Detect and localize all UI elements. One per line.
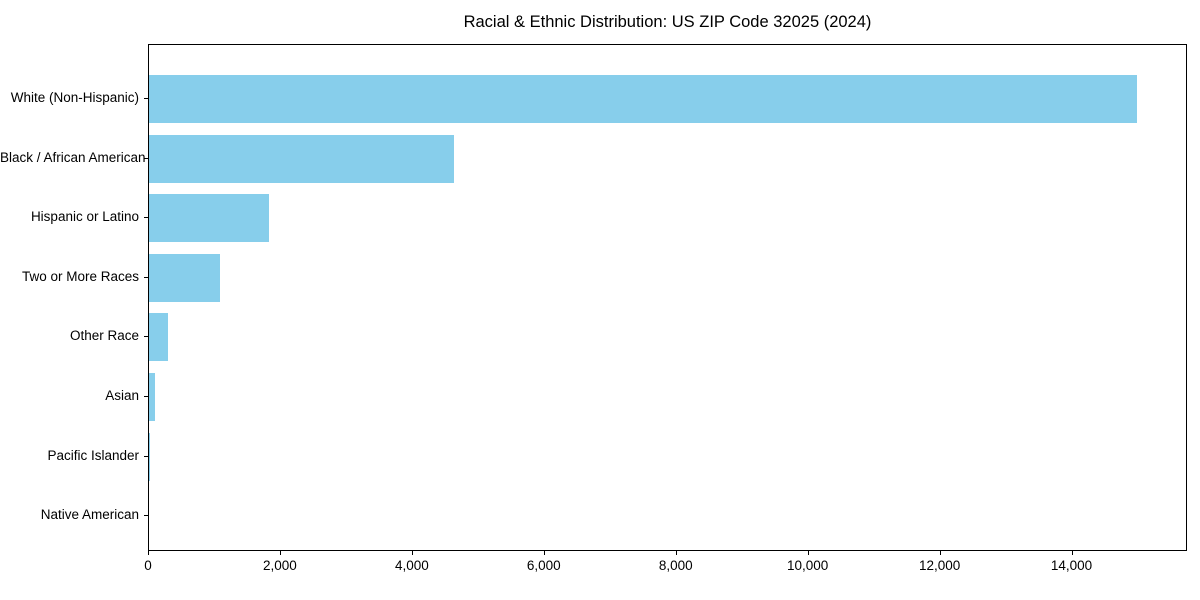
y-tick-other-race	[144, 336, 148, 338]
bar-asian	[149, 373, 155, 421]
x-tick-label-12000: 12,000	[918, 558, 961, 573]
y-tick-two-or-more-races	[144, 276, 148, 278]
x-tick-6000	[543, 551, 545, 555]
x-tick-label-10000: 10,000	[787, 558, 829, 573]
plot-area	[148, 44, 1187, 551]
x-tick-label-8000: 8,000	[658, 558, 693, 573]
bar-two-or-more-races	[149, 253, 221, 302]
x-tick-10000	[807, 551, 809, 555]
bar-other-race	[149, 313, 169, 362]
chart-title: Racial & Ethnic Distribution: US ZIP Cod…	[463, 13, 872, 31]
y-tick-hispanic-or-latino	[144, 217, 148, 219]
x-tick-0	[148, 551, 149, 555]
y-label-pacific-islander: Pacific Islander	[47, 447, 139, 463]
y-tick-native-american	[144, 515, 148, 517]
bar-white-non-hispanic	[149, 75, 1137, 123]
x-tick-8000	[675, 551, 677, 555]
bar-black-african-american	[149, 134, 455, 183]
x-tick-label-2000: 2,000	[263, 558, 297, 573]
x-tick-label-4000: 4,000	[394, 558, 429, 573]
y-tick-white-non-hispanic	[144, 98, 148, 99]
x-tick-2000	[279, 551, 281, 555]
y-tick-asian	[144, 396, 148, 397]
y-label-hispanic-or-latino: Hispanic or Latino	[30, 209, 139, 225]
y-label-native-american: Native American	[40, 507, 139, 523]
bar-pacific-islander	[149, 432, 150, 481]
y-label-asian: Asian	[105, 388, 139, 403]
y-label-two-or-more-races: Two or More Races	[21, 268, 139, 284]
y-label-other-race: Other Race	[69, 328, 139, 344]
bar-hispanic-or-latino	[149, 194, 270, 243]
x-tick-label-0: 0	[144, 558, 152, 573]
x-tick-12000	[939, 551, 941, 555]
x-tick-14000	[1071, 551, 1073, 555]
y-label-white-non-hispanic: White (Non-Hispanic)	[10, 90, 139, 105]
y-label-black-african-american: Black / African American	[0, 149, 146, 165]
x-tick-label-6000: 6,000	[526, 558, 561, 573]
x-tick-4000	[411, 551, 413, 555]
y-tick-pacific-islander	[144, 455, 148, 457]
y-tick-black-african-american	[144, 157, 148, 159]
x-tick-label-14000: 14,000	[1050, 558, 1093, 573]
